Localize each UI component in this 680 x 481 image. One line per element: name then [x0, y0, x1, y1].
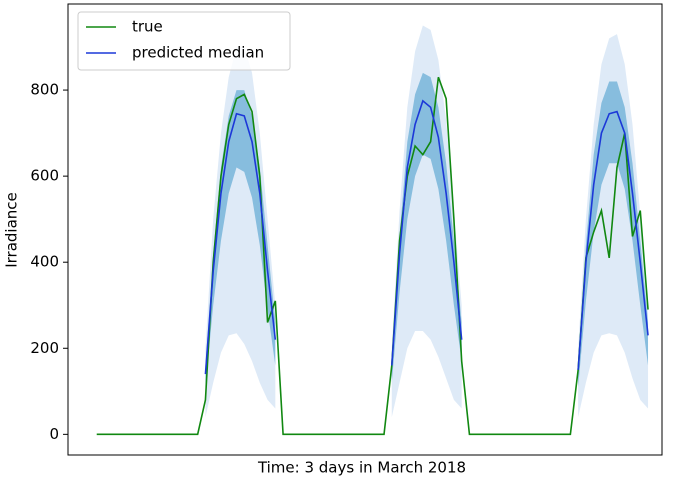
legend-box — [77, 11, 291, 71]
y-tick-label: 800 — [30, 81, 59, 99]
y-tick-label: 400 — [30, 253, 59, 271]
series-line — [96, 76, 649, 436]
series-line — [204, 99, 649, 375]
y-axis-label: Irradiance — [3, 192, 21, 268]
x-axis-label: Time: 3 days in March 2018 — [257, 459, 466, 477]
y-tick-label: 0 — [49, 425, 59, 443]
y-tick-label: 200 — [30, 339, 59, 357]
plot-frame — [67, 3, 663, 456]
quantile-band — [578, 34, 649, 418]
quantile-band — [391, 25, 462, 418]
legend-label: predicted median — [132, 44, 264, 62]
quantile-band — [578, 81, 649, 388]
legend-label: true — [132, 18, 163, 36]
y-tick-label: 600 — [30, 167, 59, 185]
quantile-band — [391, 72, 462, 383]
quantile-band — [205, 47, 276, 418]
plot-area — [96, 25, 649, 436]
